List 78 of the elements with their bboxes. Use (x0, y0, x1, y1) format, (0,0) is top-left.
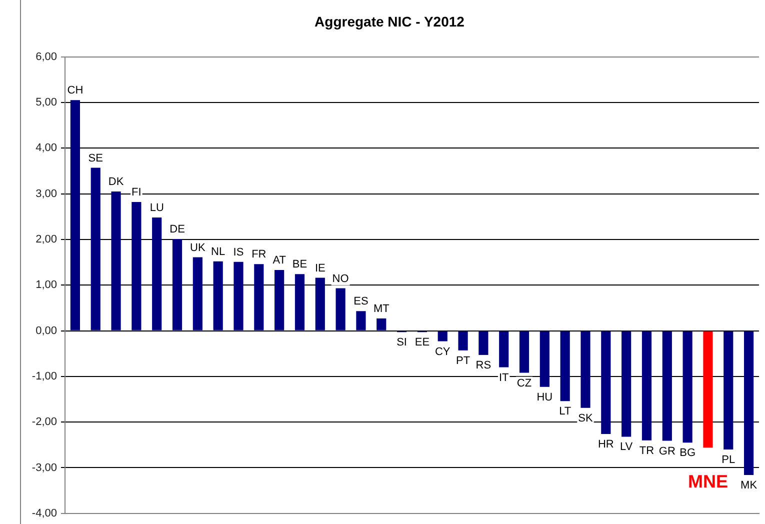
x-tick-label: DK (108, 176, 124, 188)
x-tick-label: UK (190, 242, 206, 254)
bar (234, 262, 244, 330)
x-tick-label: LT (559, 406, 572, 418)
bar (458, 331, 468, 350)
x-tick-label: IE (314, 262, 326, 274)
bar (70, 100, 80, 330)
bar (540, 331, 550, 387)
x-tick-label: PL (722, 454, 736, 466)
chart-title: Aggregate NIC - Y2012 (314, 13, 465, 30)
bar (744, 331, 754, 476)
bar (192, 257, 202, 330)
x-tick-label: TR (639, 444, 654, 457)
x-tick-label: FI (132, 186, 142, 199)
bar (132, 202, 142, 330)
bar (111, 191, 121, 330)
bar (478, 331, 488, 355)
bar (376, 318, 386, 330)
x-tick-label: GR (658, 445, 676, 458)
y-tick-label: 0,00 (36, 324, 57, 337)
x-tick-label: EE (414, 336, 430, 349)
x-tick-label: LV (620, 441, 634, 454)
x-tick-label: HU (536, 391, 553, 404)
bar (724, 331, 734, 450)
x-tick-label: DE (170, 224, 185, 236)
x-tick-label: LU (150, 202, 164, 214)
x-tick-label: IS (233, 246, 244, 258)
bar (601, 331, 611, 434)
bar (519, 331, 530, 373)
y-tick-label: -3,00 (32, 462, 57, 474)
x-tick-label: AT (272, 254, 286, 267)
x-tick-label: CY (434, 346, 451, 358)
y-tick-label: -1,00 (32, 370, 57, 382)
bar (499, 331, 509, 368)
x-tick-label: NL (211, 246, 226, 258)
bar (580, 331, 590, 408)
y-tick-label: 2,00 (36, 233, 57, 246)
x-tick-label: BG (680, 447, 696, 460)
x-tick-label: PT (456, 354, 470, 367)
bar (560, 331, 570, 402)
x-tick-label: HR (598, 438, 614, 450)
bar (703, 331, 713, 448)
bar (152, 218, 162, 330)
bar (336, 288, 346, 330)
bar (315, 278, 325, 330)
x-tick-label: BE (292, 258, 308, 271)
x-tick-label: SE (88, 152, 103, 164)
bar (254, 264, 264, 330)
y-tick-label: 1,00 (36, 279, 57, 292)
y-tick-label: 3,00 (36, 188, 57, 200)
bar (356, 311, 366, 330)
x-tick-label: FR (252, 248, 266, 261)
bar (642, 331, 652, 440)
x-tick-label: IT (498, 372, 510, 384)
bar (172, 238, 182, 330)
x-tick-label: ES (354, 296, 368, 308)
y-tick-label: 6,00 (36, 50, 57, 63)
x-tick-label: RS (476, 359, 492, 372)
x-tick-label: NO (332, 272, 350, 285)
bar (438, 331, 448, 342)
bar (662, 331, 672, 441)
x-tick-label: MNE (688, 472, 728, 492)
bar (294, 274, 305, 330)
bar (274, 270, 284, 330)
x-tick-label: SI (396, 336, 407, 349)
bar (213, 261, 223, 330)
y-tick-label: 4,00 (36, 142, 57, 154)
bar (682, 331, 692, 443)
y-tick-label: -2,00 (32, 416, 57, 428)
y-tick-label: 5,00 (36, 96, 57, 108)
bar (622, 331, 632, 437)
x-tick-label: CZ (516, 377, 532, 390)
x-tick-label: CH (67, 84, 84, 97)
x-tick-label: MT (373, 302, 390, 315)
y-tick-label: -4,00 (32, 507, 57, 520)
x-tick-label: MK (740, 480, 758, 492)
x-tick-label: SK (578, 412, 594, 424)
bar (90, 168, 100, 330)
